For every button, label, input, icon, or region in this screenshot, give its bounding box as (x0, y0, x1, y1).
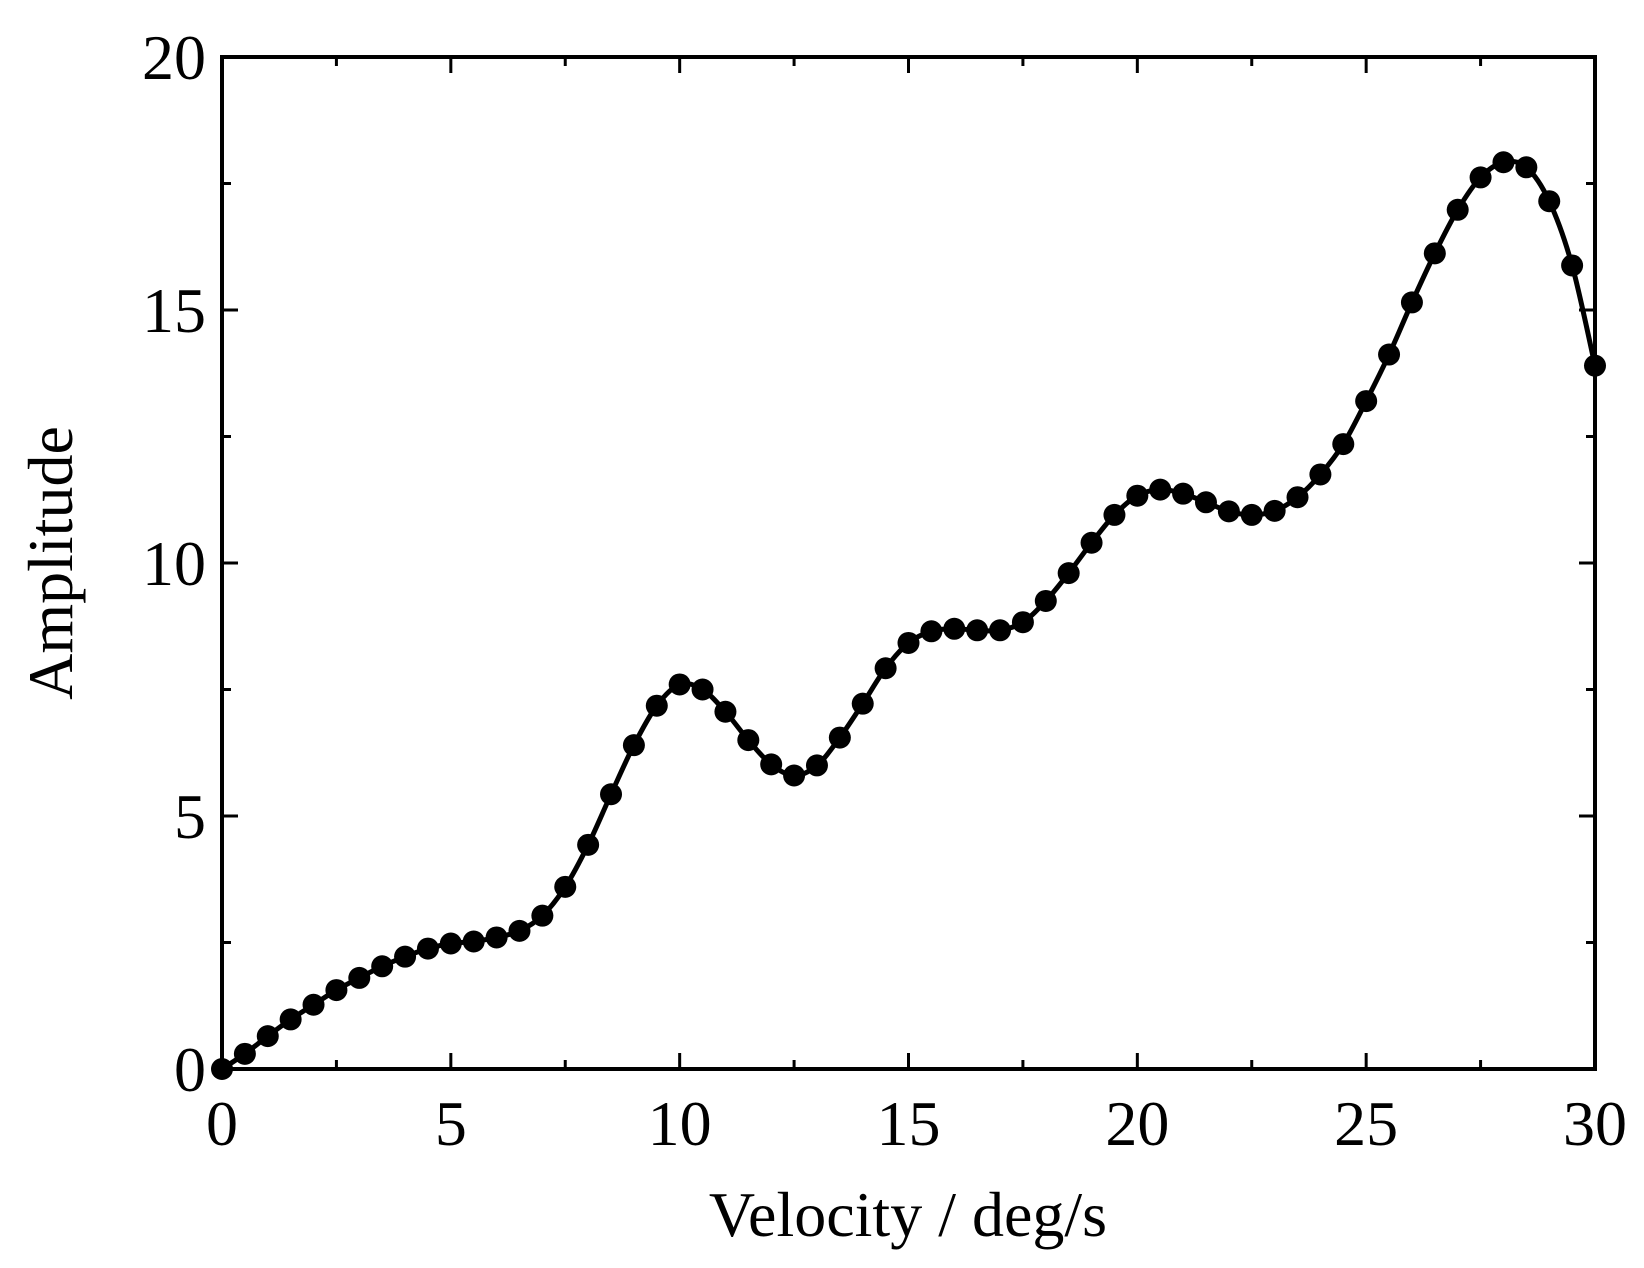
x-tick-label: 0 (206, 1088, 238, 1159)
data-point (554, 875, 577, 898)
y-axis-ticks: 0 5 10 15 20 (142, 22, 1595, 1105)
data-point (783, 764, 806, 787)
data-point (1423, 242, 1446, 265)
data-point (1217, 500, 1240, 523)
x-tick-label: 15 (877, 1088, 941, 1159)
data-point (851, 692, 874, 715)
data-point (302, 993, 325, 1016)
data-point (1561, 254, 1584, 277)
data-point (1446, 198, 1469, 221)
data-point (1263, 499, 1286, 522)
y-tick-label: 20 (142, 22, 206, 93)
data-point (1240, 503, 1263, 526)
data-point (1309, 463, 1332, 486)
data-point (645, 694, 668, 717)
data-point (325, 979, 348, 1002)
y-axis-label: Amplitude (15, 426, 86, 700)
x-tick-label: 25 (1334, 1088, 1398, 1159)
data-point (1538, 190, 1561, 213)
data-point (439, 932, 462, 955)
data-point (828, 726, 851, 749)
data-point (760, 753, 783, 776)
data-point (1103, 503, 1126, 526)
x-axis-label: Velocity / deg/s (709, 1179, 1107, 1250)
data-point (1172, 482, 1195, 505)
data-point (1080, 531, 1103, 554)
y-tick-label: 5 (174, 781, 206, 852)
data-point (1286, 486, 1309, 509)
data-point (805, 754, 828, 777)
y-tick-label: 0 (174, 1034, 206, 1105)
data-point (691, 678, 714, 701)
data-point (897, 631, 920, 654)
data-point (1194, 491, 1217, 514)
data-point (233, 1042, 256, 1065)
data-point (485, 926, 508, 949)
data-point (1057, 562, 1080, 585)
data-point (1492, 151, 1515, 174)
data-point (874, 657, 897, 680)
data-point (1126, 484, 1149, 507)
data-point (348, 966, 371, 989)
data-point (394, 945, 417, 968)
data-point (462, 930, 485, 953)
data-point (966, 619, 989, 642)
x-tick-label: 5 (435, 1088, 467, 1159)
data-point (943, 617, 966, 640)
data-point (1149, 478, 1172, 501)
series-line (220, 158, 1598, 1072)
data-point (1011, 611, 1034, 634)
y-tick-label: 15 (142, 275, 206, 346)
plot-frame (220, 55, 1597, 1071)
data-point (531, 904, 554, 927)
data-point (1400, 291, 1423, 314)
data-point (1515, 156, 1538, 179)
y-tick-label: 10 (142, 528, 206, 599)
data-point (737, 729, 760, 752)
series-layer (220, 158, 1598, 1072)
data-point (508, 919, 531, 942)
data-point (989, 619, 1012, 642)
data-point (256, 1025, 279, 1048)
data-point (1355, 390, 1378, 413)
x-tick-label: 30 (1563, 1088, 1627, 1159)
data-point (668, 673, 691, 696)
data-point (1332, 433, 1355, 456)
markers-layer (211, 151, 1606, 1080)
data-point (600, 783, 623, 806)
x-tick-label: 20 (1105, 1088, 1169, 1159)
data-point (1469, 166, 1492, 189)
data-point (371, 955, 394, 978)
data-point (279, 1008, 302, 1031)
data-point (416, 937, 439, 960)
data-point (1034, 589, 1057, 612)
data-point (714, 700, 737, 723)
x-tick-label: 10 (648, 1088, 712, 1159)
data-point (577, 833, 600, 856)
data-point (920, 620, 943, 643)
data-point (622, 734, 645, 757)
x-axis-ticks: 0 5 10 15 20 25 30 (206, 57, 1627, 1159)
data-point (1378, 343, 1401, 366)
